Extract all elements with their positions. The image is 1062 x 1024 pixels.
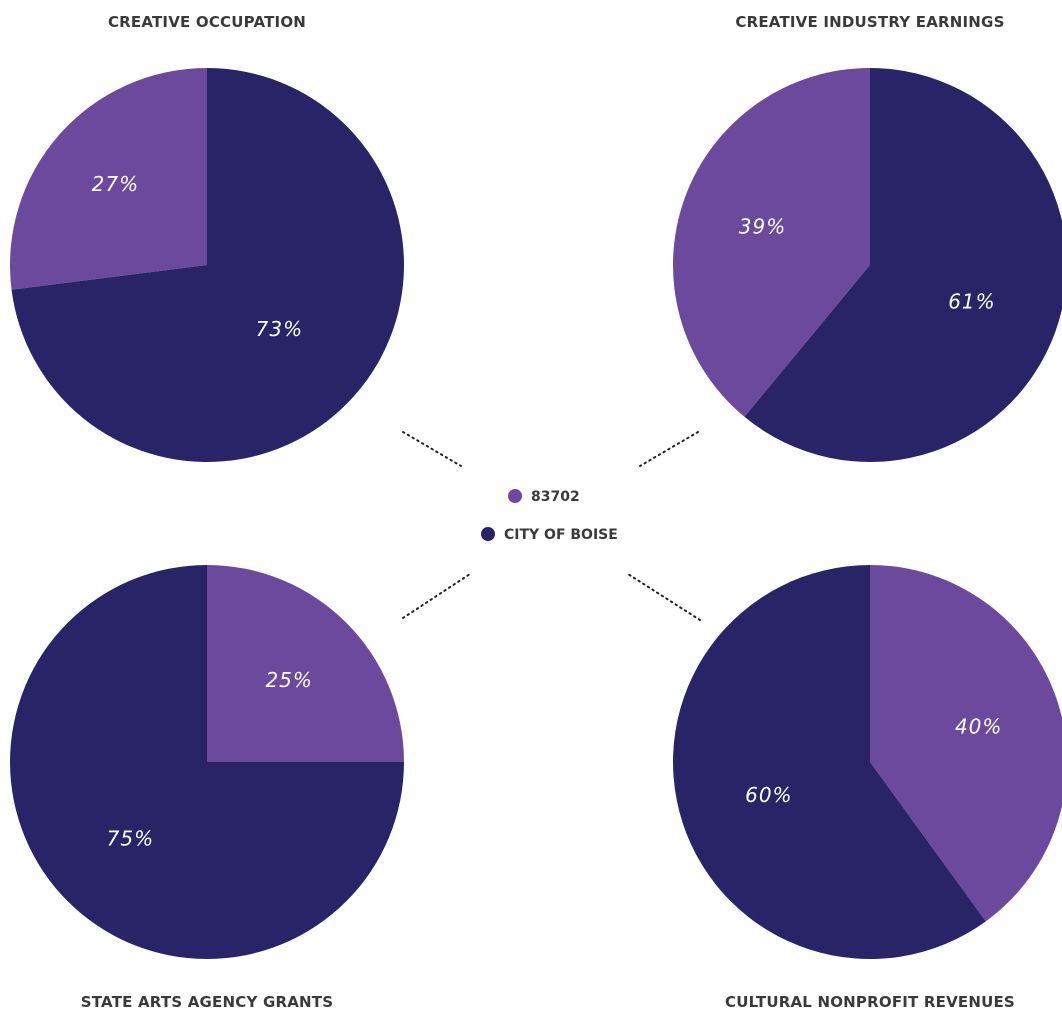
connector-top-right <box>639 431 699 467</box>
pie-slice-83702 <box>207 565 404 762</box>
pie-creative-occupation: 27% 73% <box>9 68 405 462</box>
pie-slice-label-city-of-boise: 60% <box>745 783 792 807</box>
pie-slice-label-city-of-boise: 61% <box>948 290 995 314</box>
pie-slice-83702 <box>870 565 1062 922</box>
connector-top-left <box>402 431 462 467</box>
connector-bottom-left <box>402 573 471 619</box>
connector-bottom-right <box>627 573 701 621</box>
legend-swatch-83702 <box>508 489 522 503</box>
pie-slice-label-83702: 27% <box>92 172 139 196</box>
pie-slice-city-of-boise <box>744 68 1062 462</box>
pie-slice-label-83702: 39% <box>739 214 786 238</box>
pie-slice-label-city-of-boise: 75% <box>107 827 154 851</box>
pie-slice-city-of-boise <box>672 565 986 959</box>
pie-slice-83702 <box>672 68 870 417</box>
pie-slice-city-of-boise <box>11 68 405 462</box>
pie-slice-label-83702: 40% <box>955 715 1002 739</box>
legend: 83702 CITY OF BOISE <box>481 489 618 543</box>
chart-title-cultural-nonprofit-revenues: CULTURAL NONPROFIT REVENUES <box>725 993 1015 1011</box>
legend-label-city-of-boise: CITY OF BOISE <box>504 527 618 543</box>
pie-cultural-nonprofit-revenues: 40% 60% <box>672 565 1062 959</box>
pie-slice-83702 <box>9 68 208 290</box>
chart-title-creative-industry-earnings: CREATIVE INDUSTRY EARNINGS <box>735 13 1004 31</box>
pie-slice-city-of-boise <box>10 565 404 959</box>
legend-swatch-city-of-boise <box>481 527 495 541</box>
chart-title-state-arts-agency-grants: STATE ARTS AGENCY GRANTS <box>81 993 333 1011</box>
pie-slice-label-83702: 25% <box>265 668 312 692</box>
pie-slice-label-city-of-boise: 73% <box>256 317 303 341</box>
pie-state-arts-agency-grants: 25% 75% <box>10 565 404 959</box>
legend-label-83702: 83702 <box>531 489 580 505</box>
pie-creative-industry-earnings: 39% 61% <box>672 68 1062 462</box>
chart-title-creative-occupation: CREATIVE OCCUPATION <box>108 13 306 31</box>
